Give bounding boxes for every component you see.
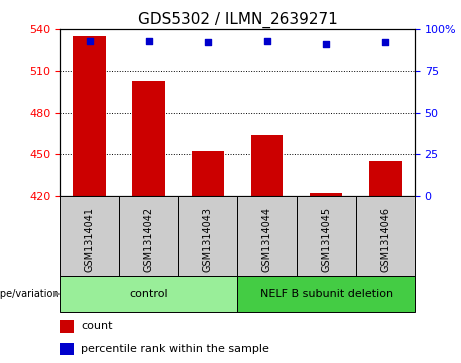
- Text: GSM1314043: GSM1314043: [203, 207, 213, 272]
- Bar: [60, 320, 74, 333]
- Text: genotype/variation: genotype/variation: [0, 289, 59, 299]
- Bar: [119, 196, 178, 276]
- Title: GDS5302 / ILMN_2639271: GDS5302 / ILMN_2639271: [137, 12, 337, 28]
- Text: GSM1314042: GSM1314042: [144, 207, 154, 272]
- Bar: [60, 343, 74, 355]
- Text: NELF B subunit deletion: NELF B subunit deletion: [260, 289, 393, 299]
- Text: GSM1314044: GSM1314044: [262, 207, 272, 272]
- Bar: [60, 276, 237, 312]
- Bar: [192, 151, 224, 196]
- Point: [382, 40, 389, 45]
- Bar: [237, 196, 296, 276]
- Bar: [178, 196, 237, 276]
- Point: [145, 38, 152, 44]
- Bar: [251, 135, 283, 196]
- Bar: [356, 196, 415, 276]
- Bar: [73, 36, 106, 196]
- Point: [322, 41, 330, 47]
- Bar: [132, 81, 165, 196]
- Bar: [369, 161, 402, 196]
- Text: GSM1314046: GSM1314046: [380, 207, 390, 272]
- Text: control: control: [130, 289, 168, 299]
- Point: [204, 40, 212, 45]
- Text: percentile rank within the sample: percentile rank within the sample: [81, 344, 269, 354]
- Bar: [296, 196, 356, 276]
- Point: [86, 38, 93, 44]
- Text: GSM1314045: GSM1314045: [321, 207, 331, 272]
- Bar: [60, 196, 119, 276]
- Bar: [237, 276, 415, 312]
- Text: count: count: [81, 321, 113, 331]
- Point: [263, 38, 271, 44]
- Text: GSM1314041: GSM1314041: [84, 207, 95, 272]
- Bar: [310, 193, 343, 196]
